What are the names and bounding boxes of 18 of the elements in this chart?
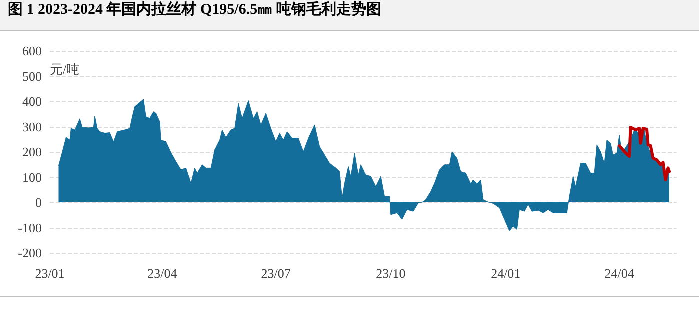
x-tick-label: 24/01 [491, 266, 521, 281]
y-tick-label: 0 [36, 195, 42, 210]
x-tick-label: 23/07 [261, 266, 292, 281]
chart-title: 图 1 2023-2024 年国内拉丝材 Q195/6.5㎜ 吨钢毛利走势图 [0, 0, 699, 31]
line-series [618, 126, 672, 182]
y-tick-label: -100 [18, 220, 42, 236]
y-tick-label: -200 [18, 246, 42, 260]
y-tick-label: 400 [22, 94, 42, 109]
x-tick-label: 23/04 [148, 266, 178, 281]
y-tick-label: 600 [22, 44, 42, 58]
y-tick-label: 500 [22, 68, 42, 84]
y-tick-label: 100 [22, 170, 42, 185]
x-tick-label: 24/04 [604, 266, 635, 281]
x-tick-label: 23/01 [35, 266, 65, 281]
y-tick-label: 200 [22, 144, 42, 160]
y-tick-label: 300 [22, 119, 42, 134]
x-tick-label: 23/10 [376, 266, 406, 281]
y-axis-title: 元/吨 [50, 62, 80, 77]
